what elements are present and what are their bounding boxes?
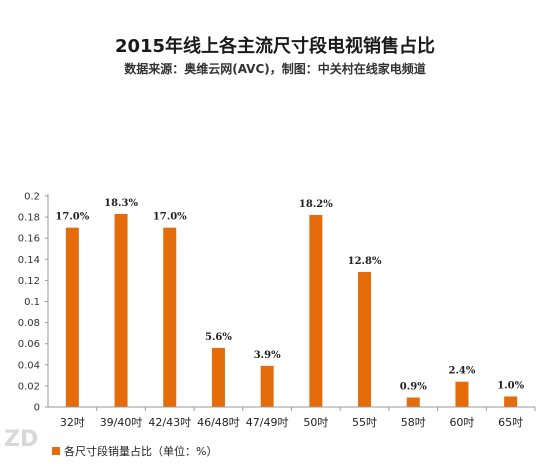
bar [114,213,128,407]
x-tick-label: 46/48吋 [197,416,240,429]
x-tick-label: 47/49吋 [246,416,289,429]
data-label: 5.6% [205,332,232,343]
chart-subtitle: 数据来源：奥维云网(AVC)，制图：中关村在线家电频道 [124,62,426,76]
bar [406,397,420,407]
bar [211,347,225,407]
bar [455,381,469,407]
x-tick-label: 55吋 [352,416,377,429]
x-axis: 32吋 39/40吋 42/43吋 46/48吋 47/49吋 50吋 55吋 58吋 60吋 6… [48,406,536,429]
zol-watermark-logo: ZD [4,427,38,452]
x-tick-label: 58吋 [401,416,426,429]
x-tick-label: 42/43吋 [148,416,191,429]
data-labels: 17.0% 18.3% 17.0% 5.6% 3.9% 18.2% 12.8% 0.9% 2.4… [55,198,524,393]
y-tick-label: 0.04 [18,360,40,371]
y-tick-label: 0.18 [18,213,40,224]
data-label: 18.3% [104,198,138,209]
y-tick-label: 0 [34,403,40,414]
y-tick-label: 0.06 [18,339,40,350]
data-label: 1.0% [497,380,524,391]
x-tick-label: 32吋 [60,416,85,429]
data-label: 0.9% [400,382,427,393]
bar-series [65,213,518,407]
bar [504,396,518,407]
x-tick-label: 65吋 [498,416,523,429]
bar [65,227,79,407]
data-label: 12.8% [348,256,382,267]
data-label: 3.9% [254,350,281,361]
y-axis: 0 0.02 0.04 0.06 0.08 0.1 0.12 0.14 0.16 0.18 0.2 [18,192,49,414]
x-tick-label: 60吋 [449,416,474,429]
bar [358,271,372,407]
y-tick-label: 0.2 [24,192,40,203]
y-tick-label: 0.16 [18,234,40,245]
legend-label: 各尺寸段销量占比（单位：%） [64,444,217,458]
data-label: 17.0% [55,212,89,223]
y-tick-label: 0.14 [18,255,40,266]
data-label: 2.4% [448,366,475,377]
legend: 各尺寸段销量占比（单位：%） [52,444,217,458]
bar [163,227,177,407]
y-tick-label: 0.1 [24,297,40,308]
y-tick-label: 0.12 [18,276,40,287]
data-label: 18.2% [299,199,333,210]
x-tick-label: 50吋 [303,416,328,429]
data-label: 17.0% [153,212,187,223]
bar [309,214,323,407]
chart-title: 2015年线上各主流尺寸段电视销售占比 [114,36,436,57]
y-tick-label: 0.08 [18,318,40,329]
y-tick-label: 0.02 [18,381,40,392]
legend-swatch [52,447,60,455]
bar [260,365,274,407]
x-tick-label: 39/40吋 [100,416,143,429]
